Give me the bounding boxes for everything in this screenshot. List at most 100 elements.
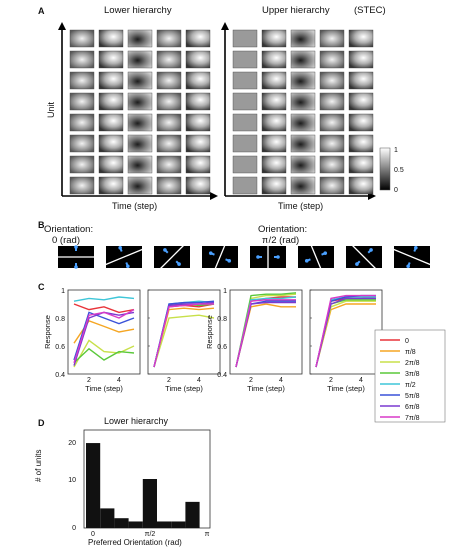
upper-grid-cell xyxy=(261,134,287,153)
upper-hierarchy-grid xyxy=(232,29,374,195)
legend-label: π/2 xyxy=(405,382,416,389)
motion-arrowhead xyxy=(369,248,373,252)
motion-arrowhead xyxy=(414,245,418,250)
lower-grid-cell xyxy=(127,113,153,132)
ytick-label: 0.4 xyxy=(55,372,65,379)
lower-grid-cell xyxy=(69,92,95,111)
hist-ytick-20: 20 xyxy=(68,440,76,447)
xtick-label: 2 xyxy=(87,377,91,384)
series-line xyxy=(315,297,376,368)
xlabel: Time (step) xyxy=(85,384,123,393)
hist-xtick-pi: π xyxy=(205,531,210,538)
histogram-bar xyxy=(100,508,115,528)
lower-grid-cell xyxy=(127,155,153,174)
hist-xtick-pi2: π/2 xyxy=(145,531,156,538)
xlabel: Time (step) xyxy=(165,384,203,393)
series-line xyxy=(73,347,135,364)
ytick-label: 0.6 xyxy=(55,344,65,351)
lower-grid-cell xyxy=(69,155,95,174)
upper-grid-cell xyxy=(319,176,345,195)
histogram-x-label: Preferred Orientation (rad) xyxy=(88,538,182,547)
upper-grid-cell xyxy=(232,134,258,153)
upper-grid-cell xyxy=(261,29,287,48)
legend-label: 2π/8 xyxy=(405,360,420,367)
motion-arrowhead xyxy=(276,255,280,259)
lower-grid-cell xyxy=(98,134,124,153)
upper-grid-cell xyxy=(261,71,287,90)
lower-grid-cell xyxy=(98,50,124,69)
upper-grid-cell xyxy=(319,113,345,132)
upper-grid-cell xyxy=(348,71,374,90)
panel-a-label: A xyxy=(38,6,45,16)
lower-grid-cell xyxy=(185,71,211,90)
upper-grid-cell xyxy=(261,92,287,111)
xtick-label: 4 xyxy=(117,377,121,384)
lower-grid-cell xyxy=(69,50,95,69)
legend-label: 0 xyxy=(405,338,409,345)
ytick-label: 1 xyxy=(61,288,65,295)
motion-arrowhead xyxy=(227,259,232,263)
upper-grid-cell xyxy=(319,155,345,174)
histogram-bar xyxy=(86,443,101,528)
motion-arrowhead xyxy=(304,259,309,263)
motion-arrowhead xyxy=(355,262,359,266)
lower-grid-cell xyxy=(156,134,182,153)
lower-grid-cell xyxy=(69,134,95,153)
lower-grid-cell xyxy=(185,92,211,111)
series-line xyxy=(73,311,135,361)
upper-grid-cell xyxy=(290,113,316,132)
motion-arrowhead xyxy=(177,262,181,266)
series-line xyxy=(153,303,214,368)
lower-grid-cell xyxy=(98,113,124,132)
panel-d-label: D xyxy=(38,418,45,428)
xtick-label: 2 xyxy=(167,377,171,384)
lower-grid-cell xyxy=(69,71,95,90)
lower-grid-cell xyxy=(156,155,182,174)
legend-label: 5π/8 xyxy=(405,393,420,400)
upper-grid-cell xyxy=(232,176,258,195)
histogram-bars xyxy=(86,443,200,528)
upper-grid-cell xyxy=(319,92,345,111)
upper-grid-cell xyxy=(232,29,258,48)
lower-grid-cell xyxy=(185,134,211,153)
hist-ytick-10: 10 xyxy=(68,477,76,484)
upper-grid-cell xyxy=(261,176,287,195)
upper-grid-cell xyxy=(348,134,374,153)
orientation-right-label: Orientation: xyxy=(258,224,308,235)
colorbar-tick-0: 0 xyxy=(394,187,398,194)
upper-grid-cell xyxy=(290,92,316,111)
colorbar-tick-05: 0.5 xyxy=(394,167,404,174)
upper-grid-cell xyxy=(290,29,316,48)
lower-grid-cell xyxy=(98,29,124,48)
upper-unit-arrowhead xyxy=(221,22,229,30)
motion-arrowhead xyxy=(74,245,78,249)
ylabel: Response xyxy=(43,315,52,349)
plot-frame xyxy=(67,289,141,375)
lower-grid-cell xyxy=(98,155,124,174)
legend-label: 7π/8 xyxy=(405,415,420,422)
upper-grid-cell xyxy=(290,155,316,174)
upper-grid-cell xyxy=(348,92,374,111)
upper-grid-cell xyxy=(319,71,345,90)
series-line xyxy=(73,339,135,368)
stimulus-bar xyxy=(105,248,143,266)
lower-grid-cell xyxy=(185,29,211,48)
upper-grid-cell xyxy=(319,134,345,153)
upper-grid-cell xyxy=(261,113,287,132)
upper-grid-cell xyxy=(290,134,316,153)
legend-label: 3π/8 xyxy=(405,371,420,378)
lower-grid-cell xyxy=(98,176,124,195)
response-legend: 0 π/8 2π/8 3π/8 π/2 5π/8 6π/8 7π/8 xyxy=(374,329,446,423)
motion-arrowhead xyxy=(323,251,328,255)
upper-hierarchy-title: Upper hierarchy xyxy=(262,5,330,16)
xtick-label: 4 xyxy=(359,377,363,384)
motion-arrowhead xyxy=(256,255,260,259)
ytick-label: 0.8 xyxy=(55,316,65,323)
motion-arrowhead xyxy=(406,264,410,269)
